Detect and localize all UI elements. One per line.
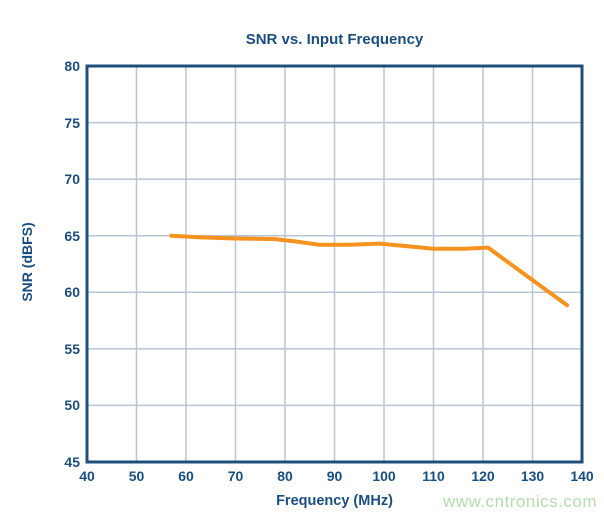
x-tick-label: 140	[570, 468, 594, 484]
x-tick-label: 130	[520, 468, 545, 484]
y-tick-label: 60	[64, 284, 80, 301]
snr-series-line	[169, 233, 570, 308]
x-tick-label: 100	[372, 468, 396, 484]
y-axis-label: SNR (dBFS)	[19, 222, 35, 302]
plot-border	[85, 64, 584, 464]
chart-title: SNR vs. Input Frequency	[245, 31, 424, 48]
x-axis-label: Frequency (MHz)	[276, 493, 393, 509]
y-tick-label: 55	[64, 340, 80, 357]
x-tick-label: 110	[422, 468, 445, 484]
plot-area	[85, 64, 584, 464]
y-tick-label: 80	[64, 58, 80, 74]
x-tick-label: 60	[178, 468, 194, 484]
y-tick-label: 65	[64, 227, 80, 244]
watermark-text: www.cntronics.com	[443, 492, 597, 511]
y-tick-label: 70	[64, 171, 80, 188]
y-tick-label: 75	[64, 114, 80, 131]
x-tick-label: 80	[277, 468, 293, 484]
x-tick-label: 120	[471, 468, 495, 484]
y-tick-label: 45	[64, 454, 80, 470]
y-tick-label: 50	[64, 397, 80, 414]
x-tick-label: 90	[326, 468, 343, 484]
x-tick-label: 40	[79, 468, 95, 484]
x-tick-label: 70	[227, 468, 244, 484]
x-tick-label: 50	[128, 468, 145, 484]
